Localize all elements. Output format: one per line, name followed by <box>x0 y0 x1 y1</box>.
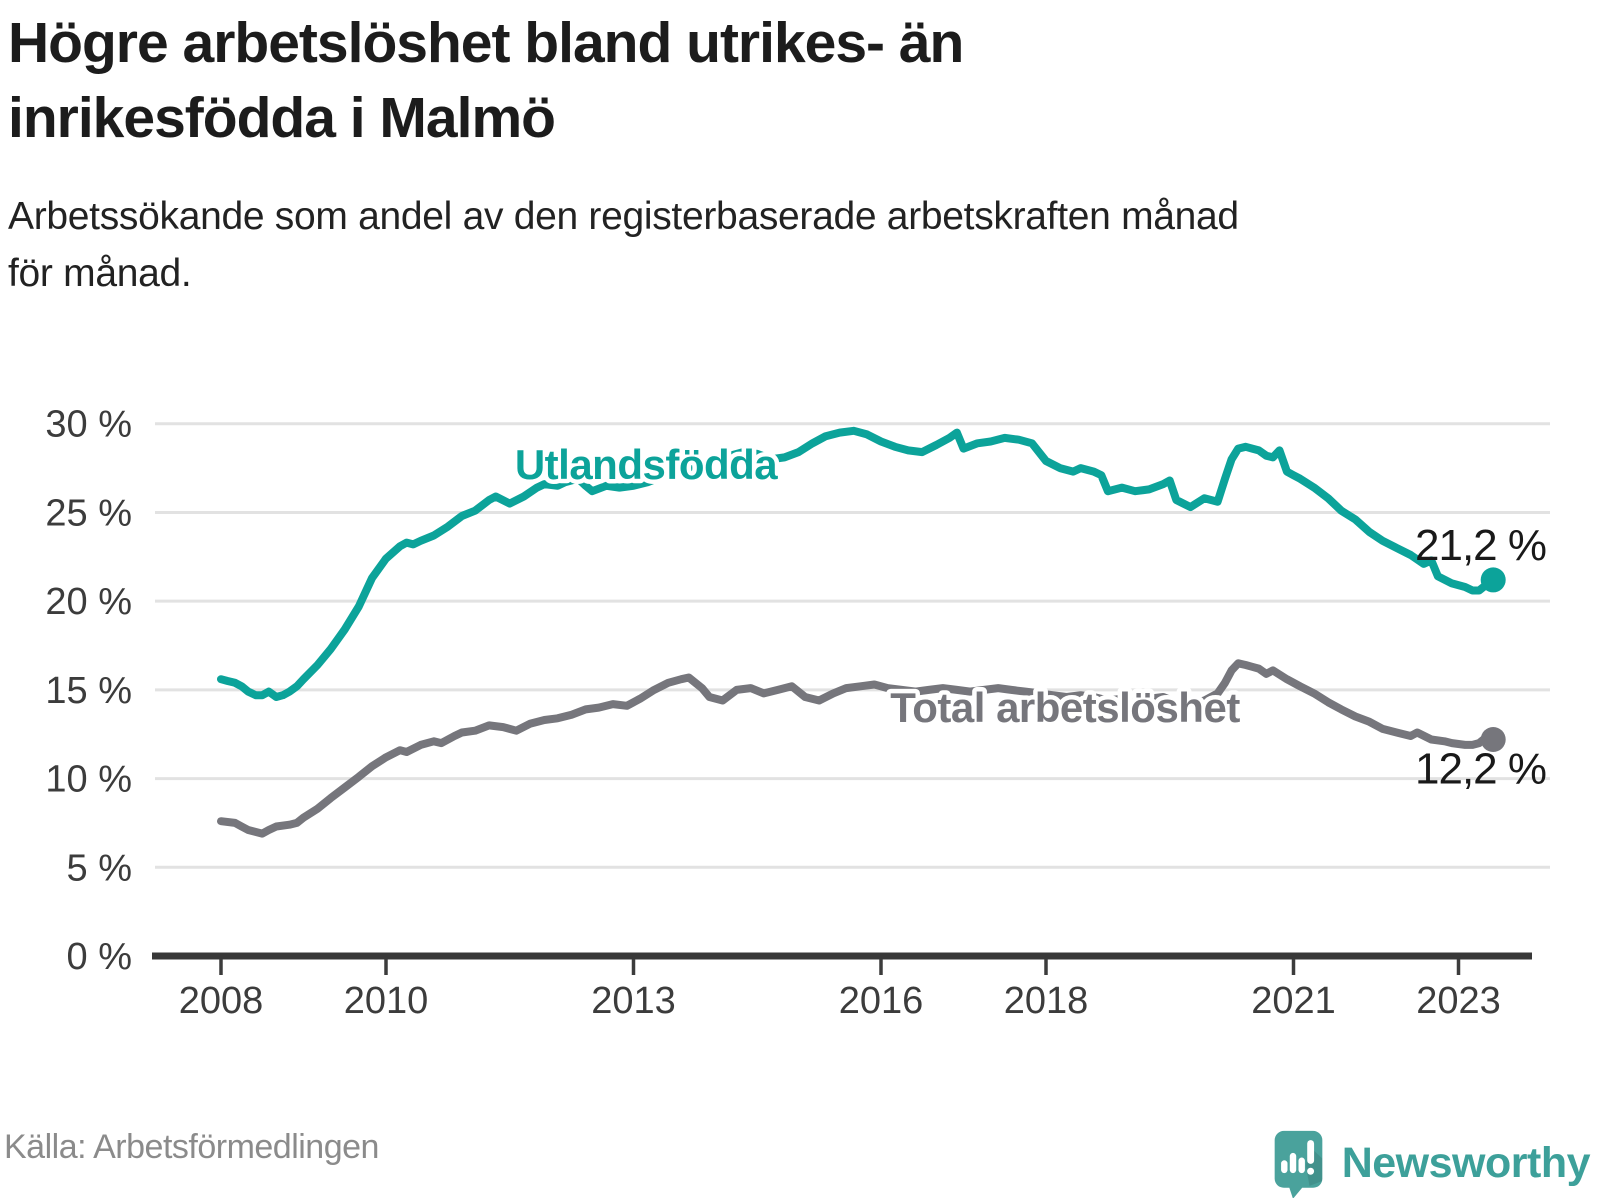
exclamation-dot <box>1306 1167 1314 1175</box>
newsworthy-icon <box>1274 1130 1323 1198</box>
series-end-dot-total <box>1480 727 1506 752</box>
y-tick-label-5: 5 % <box>67 847 132 889</box>
x-tick-label-2008: 2008 <box>179 980 264 1022</box>
end-value-label-utlandsfodda: 21,2 % <box>1415 521 1546 570</box>
subtitle: Arbetssökande som andel av den registerb… <box>8 188 1568 303</box>
y-tick-label-15: 15 % <box>45 670 132 712</box>
bar-2 <box>1289 1152 1296 1174</box>
x-tick-label-2023: 2023 <box>1416 980 1501 1022</box>
page-title-line-1: Högre arbetslöshet bland utrikes- än <box>8 11 964 75</box>
bar-1 <box>1280 1160 1288 1174</box>
source-note: Källa: Arbetsförmedlingen <box>4 1128 379 1166</box>
y-tick-label-25: 25 % <box>45 492 132 534</box>
series-line-utlandsfodda <box>217 426 1498 701</box>
x-tick-label-2016: 2016 <box>839 980 924 1022</box>
y-tick-label-20: 20 % <box>45 581 132 623</box>
series-end-dot-utlandsfodda <box>1480 567 1506 593</box>
end-value-label-total: 12,2 % <box>1415 745 1546 794</box>
exclamation-bar <box>1306 1140 1314 1164</box>
x-tick-label-2021: 2021 <box>1251 980 1336 1022</box>
series-label-total: Total arbetslöshet <box>890 684 1240 731</box>
series-line-total <box>217 659 1498 838</box>
bar-3 <box>1298 1157 1305 1174</box>
newsworthy-logo: Newsworthy <box>1271 1128 1591 1198</box>
page-title: Högre arbetslöshet bland utrikes- än inr… <box>8 6 1568 156</box>
series-label-utlandsfodda: Utlandsfödda <box>515 441 778 488</box>
x-tick-label-2013: 2013 <box>591 980 676 1022</box>
newsworthy-logo-text: Newsworthy <box>1341 1139 1591 1187</box>
x-tick-label-2018: 2018 <box>1004 980 1089 1022</box>
y-tick-label-0: 0 % <box>67 936 132 978</box>
y-tick-label-10: 10 % <box>45 759 132 801</box>
y-tick-label-30: 30 % <box>45 404 132 446</box>
subtitle-line-1: Arbetssökande som andel av den registerb… <box>8 195 1239 238</box>
subtitle-line-2: för månad. <box>8 252 192 296</box>
x-tick-label-2010: 2010 <box>344 980 429 1022</box>
page-title-line-2: inrikesfödda i Malmö <box>8 86 556 151</box>
